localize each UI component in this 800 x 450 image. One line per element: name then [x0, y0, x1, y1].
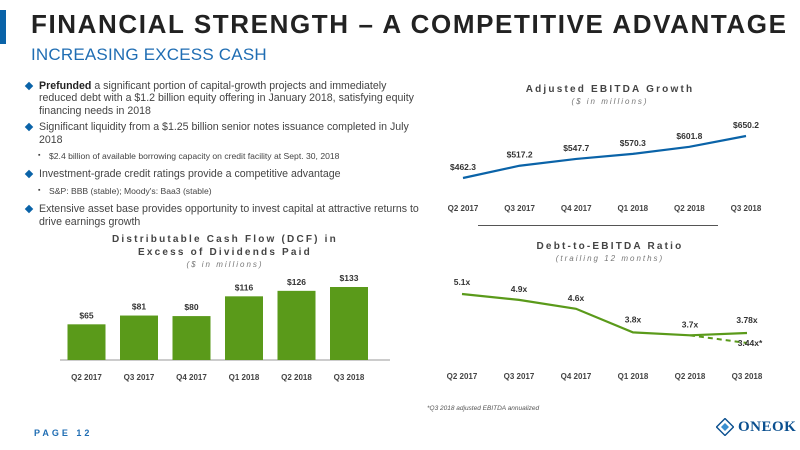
debt-x-tick-label: Q3 2018 — [732, 372, 763, 381]
bullet-text: Extensive asset base provides opportunit… — [39, 203, 419, 228]
dcf-x-tick-label: Q3 2017 — [124, 373, 155, 382]
dcf-bar — [67, 324, 106, 360]
debt-x-tick-label: Q1 2018 — [618, 372, 649, 381]
bullet-item: Extensive asset base provides opportunit… — [25, 203, 425, 228]
debt-x-tick-label: Q2 2017 — [447, 372, 478, 381]
debt-data-label: 3.8x — [625, 314, 642, 324]
dcf-bar — [172, 316, 211, 360]
debt-dashed-series-line — [689, 334, 748, 344]
ebitda-x-tick-label: Q4 2017 — [561, 204, 592, 213]
ebitda-data-label: $570.3 — [620, 138, 646, 148]
dcf-chart-title-line1: Distributable Cash Flow (DCF) in — [112, 234, 338, 245]
debt-series-line — [461, 292, 748, 337]
logo-text: ONEOK — [738, 418, 797, 435]
chart-divider — [478, 225, 718, 226]
ebitda-series-line — [462, 134, 747, 180]
debt-chart-subtitle: (trailing 12 months) — [555, 254, 665, 263]
dcf-data-label: $126 — [287, 277, 306, 287]
debt-data-label: 3.7x — [682, 319, 699, 329]
ebitda-data-label: $517.2 — [507, 150, 533, 160]
dcf-data-label: $80 — [184, 302, 198, 312]
dcf-bar — [330, 287, 368, 360]
ebitda-x-tick-label: Q3 2017 — [504, 204, 535, 213]
debt-x-tick-label: Q4 2017 — [561, 372, 592, 381]
sub-bullet-item: $2.4 billion of available borrowing capa… — [25, 150, 425, 163]
bullet-text: Investment-grade credit ratings provide … — [39, 168, 341, 181]
page-number: PAGE 12 — [34, 428, 93, 438]
page-title: FINANCIAL STRENGTH – A COMPETITIVE ADVAN… — [31, 9, 788, 39]
bullet-text: a significant portion of capital-growth … — [39, 80, 414, 117]
ebitda-chart-subtitle: ($ in millions) — [571, 97, 649, 106]
dcf-x-tick-label: Q2 2018 — [281, 373, 312, 382]
title-accent-bar — [0, 10, 6, 44]
sub-bullet-item: S&P: BBB (stable); Moody's: Baa3 (stable… — [25, 185, 425, 198]
company-logo: ONEOK — [716, 418, 796, 436]
ebitda-data-label: $650.2 — [733, 120, 759, 130]
dcf-bar — [120, 315, 158, 360]
dcf-chart-subtitle: ($ in millions) — [186, 260, 264, 269]
dcf-chart-title-line2: Excess of Dividends Paid — [138, 247, 312, 258]
debt-chart-title: Debt-to-EBITDA Ratio — [536, 241, 684, 252]
dcf-data-label: $133 — [340, 273, 359, 283]
ebitda-chart-title: Adjusted EBITDA Growth — [525, 84, 695, 95]
ebitda-x-tick-label: Q3 2018 — [731, 204, 762, 213]
dcf-x-tick-label: Q2 2017 — [71, 373, 102, 382]
dcf-data-label: $81 — [132, 302, 146, 312]
ebitda-data-label: $462.3 — [450, 162, 476, 172]
ebitda-data-label: $547.7 — [563, 143, 589, 153]
bullet-list: Prefunded a significant portion of capit… — [25, 80, 425, 232]
dcf-data-label: $116 — [235, 282, 254, 292]
page-subtitle: INCREASING EXCESS CASH — [31, 45, 267, 64]
debt-x-tick-label: Q3 2017 — [504, 372, 535, 381]
ebitda-data-label: $601.8 — [676, 131, 702, 141]
dcf-x-tick-label: Q3 2018 — [334, 373, 365, 382]
dcf-x-tick-label: Q1 2018 — [229, 373, 260, 382]
bullet-bold-text: Prefunded — [39, 80, 92, 92]
debt-data-label: 4.6x — [568, 293, 585, 303]
bullet-item: Prefunded a significant portion of capit… — [25, 80, 425, 117]
logo-diamond-icon — [716, 418, 734, 436]
dcf-x-tick-label: Q4 2017 — [176, 373, 207, 382]
debt-data-label: 4.9x — [511, 284, 528, 294]
ebitda-x-tick-label: Q1 2018 — [617, 204, 648, 213]
ebitda-x-tick-label: Q2 2018 — [674, 204, 705, 213]
debt-data-label: 3.78x — [736, 315, 758, 325]
footnote: *Q3 2018 adjusted EBITDA annualized — [427, 405, 540, 412]
bullet-item: Investment-grade credit ratings provide … — [25, 168, 425, 180]
debt-data-label: 5.1x — [454, 277, 471, 287]
bullet-text: Significant liquidity from a $1.25 billi… — [39, 121, 409, 146]
dcf-data-label: $65 — [79, 310, 93, 320]
debt-annualized-label: 3.44x* — [738, 338, 763, 348]
ebitda-x-tick-label: Q2 2017 — [448, 204, 479, 213]
dcf-bar — [277, 290, 316, 360]
debt-x-tick-label: Q2 2018 — [675, 372, 706, 381]
dcf-bar — [225, 296, 263, 360]
bullet-item: Significant liquidity from a $1.25 billi… — [25, 121, 425, 146]
